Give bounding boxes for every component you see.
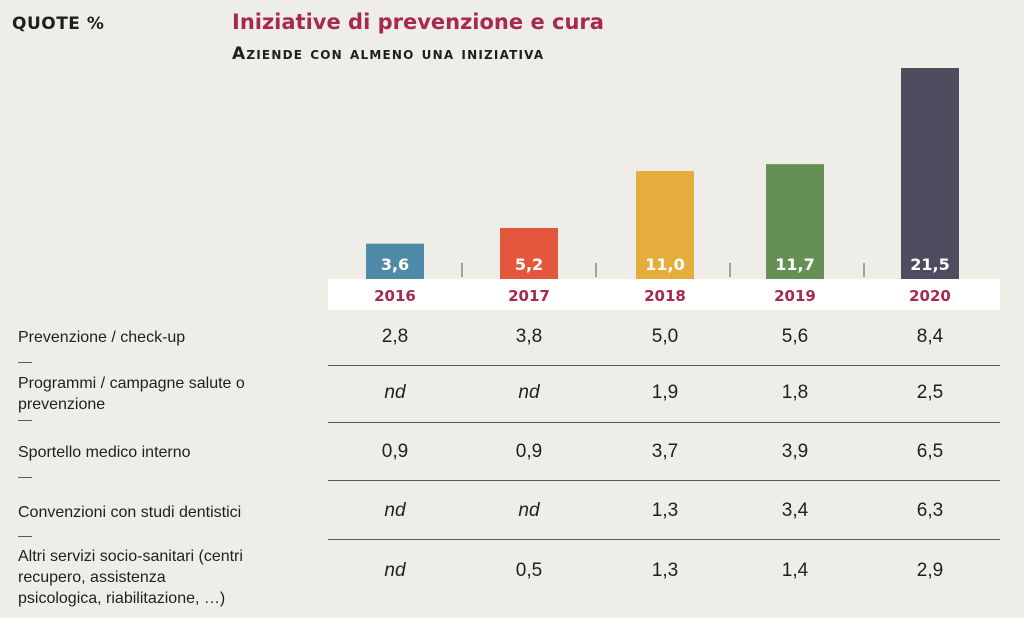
row-separator (328, 539, 1000, 540)
table-cell: 3,9 (781, 441, 809, 462)
bar-value-label: 21,5 (910, 255, 949, 274)
year-label: 2016 (374, 287, 416, 305)
row-dash (18, 536, 32, 537)
row-label: Programmi / campagne salute o prevenzion… (18, 375, 245, 413)
table-cell: 0,9 (515, 441, 543, 462)
bar-2020 (901, 68, 959, 279)
table-cell: 0,9 (381, 441, 409, 462)
year-label: 2017 (508, 287, 550, 305)
table-cell: 3,8 (515, 326, 543, 347)
row-dash (18, 362, 32, 363)
table-cell: nd (384, 500, 406, 521)
table-cell: 1,4 (781, 560, 809, 581)
chart-title: Iniziative di prevenzione e cura (232, 10, 604, 34)
row-separator (328, 422, 1000, 423)
table-cell: nd (518, 500, 540, 521)
bar-2017 (500, 227, 558, 279)
table-cell: 1,3 (651, 560, 679, 581)
row-dash (18, 420, 32, 421)
table-row: Programmi / campagne salute o prevenzion… (0, 366, 1024, 423)
table-cell: 2,9 (916, 560, 944, 581)
table-row: Altri servizi socio-sanitari (centri rec… (0, 540, 1024, 610)
table-cell: 1,3 (651, 500, 679, 521)
table-cell: nd (384, 560, 406, 581)
table-row: Sportello medico interno 0,9 0,9 3,7 3,9 6,5 (0, 423, 1024, 480)
chart-subtitle: Aziende con almeno una iniziativa (232, 44, 545, 64)
table-cell: 3,7 (651, 441, 679, 462)
row-separator (328, 480, 1000, 481)
table-cell: 6,5 (916, 441, 944, 462)
units-label: QUOTE % (12, 14, 105, 34)
table-cell: 8,4 (916, 326, 944, 347)
row-label: Prevenzione / check-up (18, 329, 186, 346)
table-cell: 5,6 (781, 326, 809, 347)
table-cell: 2,5 (916, 382, 944, 403)
bar-2016 (366, 243, 424, 279)
bar-2019 (766, 164, 824, 279)
table-cell: nd (518, 382, 540, 403)
row-dash (18, 477, 32, 478)
table-cell: nd (384, 382, 406, 403)
year-label: 2019 (774, 287, 816, 305)
year-label: 2020 (909, 287, 951, 305)
table-cell: 6,3 (916, 500, 944, 521)
table-cell: 0,5 (515, 560, 543, 581)
row-separator (328, 365, 1000, 366)
bar-value-label: 11,7 (775, 255, 814, 274)
bar-value-label: 5,2 (515, 255, 543, 274)
table-cell: 1,9 (651, 382, 679, 403)
table-cell: 1,8 (781, 382, 809, 403)
row-label: Altri servizi socio-sanitari (centri rec… (18, 548, 243, 607)
bar-value-label: 3,6 (381, 255, 409, 274)
table-row: Prevenzione / check-up 2,8 3,8 5,0 5,6 8,4 (0, 310, 1024, 366)
table-cell: 3,4 (781, 500, 809, 521)
bar-value-label: 11,0 (645, 255, 684, 274)
row-label: Convenzioni con studi dentistici (18, 504, 242, 521)
year-label: 2018 (644, 287, 686, 305)
bar-2018 (636, 171, 694, 279)
year-band (328, 279, 1000, 310)
table-row: Convenzioni con studi dentistici nd nd 1,3 3… (0, 480, 1024, 540)
table-cell: 2,8 (381, 326, 409, 347)
row-label: Sportello medico interno (18, 444, 191, 461)
table-cell: 5,0 (651, 326, 679, 347)
